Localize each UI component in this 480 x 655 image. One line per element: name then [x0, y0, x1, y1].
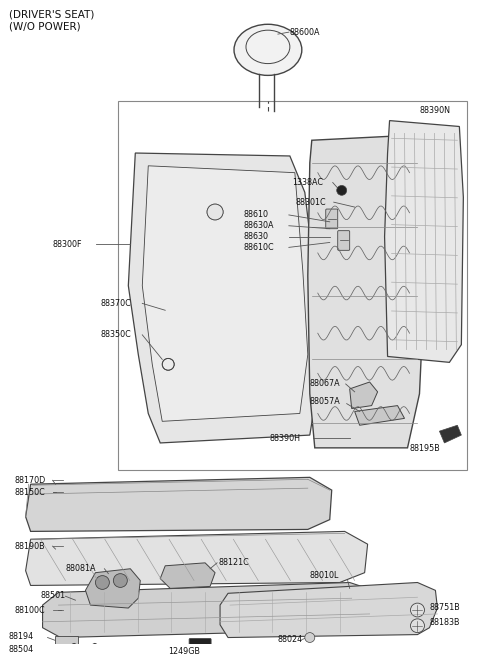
Text: 88370C: 88370C	[100, 299, 131, 308]
Polygon shape	[350, 382, 378, 409]
Text: 88504: 88504	[9, 645, 34, 654]
Polygon shape	[25, 477, 332, 531]
Text: 88081A: 88081A	[65, 564, 96, 573]
Text: 88610: 88610	[244, 210, 269, 219]
Text: 88630A: 88630A	[244, 221, 275, 231]
Circle shape	[410, 603, 424, 617]
Text: 88170D: 88170D	[15, 476, 46, 485]
Polygon shape	[355, 405, 405, 425]
FancyBboxPatch shape	[338, 231, 350, 250]
Circle shape	[113, 574, 127, 588]
Circle shape	[336, 185, 347, 195]
Text: 88183B: 88183B	[430, 618, 460, 627]
Text: (W/O POWER): (W/O POWER)	[9, 21, 80, 31]
Text: 88350C: 88350C	[100, 330, 131, 339]
Text: 1249GB: 1249GB	[168, 646, 200, 655]
Polygon shape	[128, 153, 320, 443]
Bar	[119, 101, 468, 470]
Text: 88067A: 88067A	[310, 379, 340, 388]
Text: 88600A: 88600A	[290, 28, 320, 37]
Text: 88301C: 88301C	[296, 198, 326, 207]
Text: 88121C: 88121C	[218, 558, 249, 567]
FancyBboxPatch shape	[189, 639, 211, 651]
Text: 88300F: 88300F	[52, 240, 82, 249]
Polygon shape	[85, 569, 140, 608]
Text: 88610C: 88610C	[244, 243, 275, 252]
Polygon shape	[142, 166, 308, 421]
Text: 88194: 88194	[9, 632, 34, 641]
Text: 88390N: 88390N	[420, 106, 450, 115]
Circle shape	[305, 633, 315, 643]
Text: 88100C: 88100C	[15, 605, 45, 614]
Polygon shape	[25, 531, 368, 586]
FancyBboxPatch shape	[55, 636, 78, 649]
Text: 88390H: 88390H	[270, 434, 301, 443]
Circle shape	[96, 576, 109, 590]
Text: 88195B: 88195B	[409, 444, 440, 453]
Polygon shape	[220, 582, 437, 637]
Text: 1338AC: 1338AC	[292, 178, 323, 187]
Text: (DRIVER'S SEAT): (DRIVER'S SEAT)	[9, 9, 94, 20]
Circle shape	[207, 204, 223, 220]
Polygon shape	[160, 563, 215, 588]
Text: 88010L: 88010L	[310, 571, 339, 580]
Text: 88150C: 88150C	[15, 487, 46, 496]
Text: 88190B: 88190B	[15, 542, 45, 551]
Polygon shape	[439, 425, 461, 443]
Text: 88057A: 88057A	[310, 397, 340, 406]
Circle shape	[410, 619, 424, 633]
FancyBboxPatch shape	[326, 209, 338, 229]
Ellipse shape	[234, 24, 302, 75]
Text: 88751B: 88751B	[430, 603, 460, 612]
Text: 88630: 88630	[244, 232, 269, 241]
Text: 88501: 88501	[41, 591, 66, 600]
Polygon shape	[43, 582, 370, 637]
Polygon shape	[308, 136, 424, 448]
Polygon shape	[384, 121, 463, 362]
Text: 88024: 88024	[278, 635, 303, 644]
